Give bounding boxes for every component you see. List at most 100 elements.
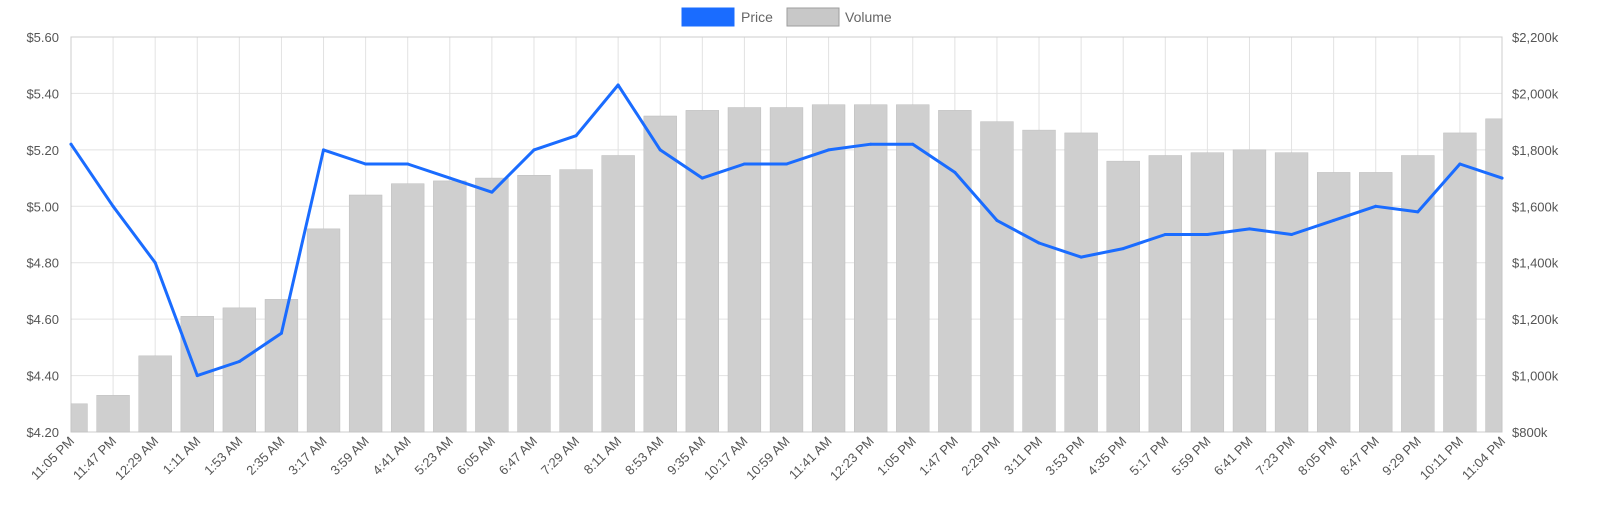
x-tick-label: 2:29 PM [958, 434, 1003, 479]
x-tick-label: 6:47 AM [496, 434, 540, 478]
price-point [532, 148, 536, 152]
legend-item-price[interactable]: Price [681, 7, 773, 27]
x-tick-label: 3:17 AM [285, 434, 329, 478]
y-left-tick-label: $5.20 [26, 143, 59, 158]
volume-bar [1443, 132, 1477, 433]
volume-bar [1106, 160, 1140, 433]
price-point [1121, 247, 1125, 251]
x-tick-label: 11:05 PM [28, 434, 77, 483]
y-right-tick-label: $2,000k [1512, 86, 1559, 101]
x-tick-label: 4:41 AM [369, 434, 413, 478]
volume-bar [896, 104, 930, 433]
y-axis-right: $800k $1,000k $1,200k $1,400k $1,600k $1,800k… [1512, 30, 1559, 440]
volume-bar [601, 155, 635, 433]
x-tick-label: 3:59 AM [327, 434, 371, 478]
price-point [574, 134, 578, 138]
volume-bar [348, 194, 383, 433]
volume-bar [643, 115, 677, 433]
x-tick-label: 6:05 AM [454, 434, 498, 478]
price-point [237, 359, 241, 363]
price-point [490, 190, 494, 194]
legend-swatch-volume [786, 7, 840, 27]
volume-bar [811, 104, 846, 433]
volume-bar [138, 355, 172, 433]
volume-bar [1190, 152, 1225, 433]
y-left-tick-label: $5.60 [26, 30, 59, 45]
y-right-tick-label: $1,400k [1512, 256, 1559, 271]
price-point [448, 176, 452, 180]
price-point [911, 142, 915, 146]
volume-bar [1274, 152, 1309, 433]
volume-bar [1359, 172, 1393, 433]
price-point [785, 162, 788, 166]
price-point [279, 331, 283, 335]
volume-bar [96, 395, 130, 433]
price-point [700, 176, 704, 180]
price-point [953, 170, 957, 174]
x-tick-label: 11:04 PM [1459, 434, 1508, 483]
volume-bar [391, 183, 425, 433]
price-point [1037, 241, 1041, 245]
y-right-tick-label: $1,200k [1512, 312, 1559, 327]
y-left-tick-label: $4.60 [26, 312, 59, 327]
volume-bar [854, 104, 888, 433]
x-tick-label: 1:11 AM [160, 434, 204, 478]
x-tick-label: 1:47 PM [916, 434, 961, 479]
price-point [827, 148, 831, 152]
x-tick-label: 4:35 PM [1084, 434, 1129, 479]
y-axis-left: $4.20 $4.40 $4.60 $4.80 $5.00 $5.20 $5.40 $5.60 [26, 30, 59, 440]
price-point [995, 218, 999, 222]
x-tick-label: 5:17 PM [1127, 434, 1172, 479]
x-tick-label: 10:59 AM [743, 434, 792, 483]
price-point [1079, 255, 1083, 259]
price-point [1332, 218, 1336, 222]
legend-label-volume: Volume [845, 9, 892, 25]
y-left-tick-label: $5.00 [26, 199, 59, 214]
x-tick-label: 2:35 AM [243, 434, 287, 478]
x-tick-label: 7:23 PM [1253, 434, 1298, 479]
x-tick-label: 5:59 PM [1169, 434, 1214, 479]
price-point [869, 142, 873, 146]
price-point [322, 148, 326, 152]
price-point [1458, 162, 1462, 166]
price-point [1247, 227, 1251, 231]
x-tick-label: 8:53 AM [622, 434, 666, 478]
y-right-tick-label: $1,800k [1512, 143, 1559, 158]
price-point [742, 162, 746, 166]
x-tick-label: 3:53 PM [1042, 434, 1087, 479]
x-tick-label: 7:29 AM [538, 434, 582, 478]
x-tick-label: 1:05 PM [874, 434, 919, 479]
volume-bar [938, 110, 972, 433]
price-point [1163, 233, 1167, 236]
price-point [153, 261, 157, 265]
x-tick-label: 11:47 PM [70, 434, 119, 483]
volume-bar [475, 177, 509, 433]
legend-item-volume[interactable]: Volume [786, 7, 892, 27]
x-tick-label: 3:11 PM [1001, 434, 1045, 478]
legend-swatch-price [681, 7, 735, 27]
price-point [1500, 176, 1504, 180]
price-point [195, 374, 199, 378]
volume-bar [1022, 129, 1056, 433]
y-right-tick-label: $800k [1512, 425, 1548, 440]
volume-bar [1316, 172, 1351, 433]
price-point [616, 83, 620, 87]
legend-label-price: Price [741, 9, 773, 25]
volume-bar [1064, 132, 1098, 433]
x-tick-label: 12:23 PM [827, 434, 877, 484]
price-point [1290, 233, 1294, 236]
volume-bar [1232, 149, 1267, 433]
y-left-tick-label: $4.40 [26, 369, 59, 384]
x-tick-label: 11:41 AM [786, 434, 835, 483]
x-tick-label: 10:17 AM [701, 434, 750, 483]
volume-bar [517, 175, 551, 433]
y-left-tick-label: $5.40 [26, 86, 59, 101]
y-left-tick-label: $4.80 [26, 256, 59, 271]
price-point [658, 148, 662, 152]
volume-bar [1148, 155, 1182, 433]
volume-bar [433, 180, 467, 433]
x-tick-label: 12:29 AM [112, 434, 161, 483]
